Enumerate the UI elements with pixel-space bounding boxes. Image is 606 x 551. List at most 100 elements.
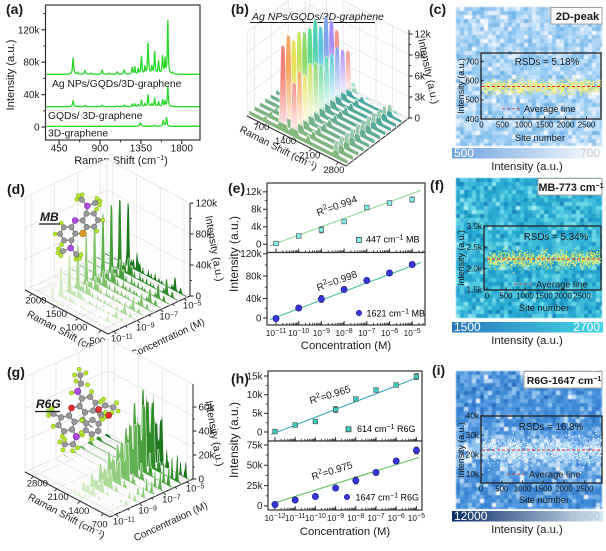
svg-text:2.0k: 2.0k bbox=[467, 264, 483, 273]
svg-text:3.0k: 3.0k bbox=[467, 222, 483, 231]
svg-text:Intensity (a.u.): Intensity (a.u.) bbox=[491, 335, 563, 347]
svg-text:Intensity (a.u.): Intensity (a.u.) bbox=[227, 402, 241, 478]
svg-text:1000: 1000 bbox=[515, 121, 533, 130]
svg-text:20k: 20k bbox=[466, 451, 480, 460]
svg-text:1.5k: 1.5k bbox=[467, 286, 483, 295]
svg-text:Intensity (a.u.): Intensity (a.u.) bbox=[491, 524, 563, 536]
svg-text:12k: 12k bbox=[246, 187, 262, 198]
svg-text:500: 500 bbox=[454, 146, 474, 160]
svg-text:400: 400 bbox=[465, 115, 479, 124]
svg-text:(d): (d) bbox=[7, 181, 25, 197]
svg-text:Ag NPs/GQDs/3D-graphene: Ag NPs/GQDs/3D-graphene bbox=[251, 11, 384, 23]
svg-text:120k: 120k bbox=[240, 249, 261, 260]
svg-text:447 cm−1 MB: 447 cm−1 MB bbox=[366, 234, 420, 244]
svg-text:1621 cm−1 MB: 1621 cm−1 MB bbox=[367, 309, 426, 319]
svg-text:120k: 120k bbox=[196, 199, 219, 210]
svg-text:2500: 2500 bbox=[578, 121, 596, 130]
svg-text:Average line: Average line bbox=[529, 470, 581, 480]
svg-text:Average line: Average line bbox=[536, 280, 588, 290]
svg-text:2500: 2500 bbox=[576, 485, 594, 494]
svg-text:1500: 1500 bbox=[535, 292, 553, 301]
svg-text:15k: 15k bbox=[247, 371, 263, 382]
svg-text:40k: 40k bbox=[246, 294, 262, 305]
svg-text:(e): (e) bbox=[228, 180, 245, 196]
svg-text:2500: 2500 bbox=[573, 292, 591, 301]
svg-text:R6G: R6G bbox=[36, 397, 61, 411]
svg-text:75k: 75k bbox=[247, 440, 263, 451]
svg-text:500: 500 bbox=[465, 96, 479, 105]
svg-text:1800: 1800 bbox=[171, 144, 194, 155]
svg-text:10k: 10k bbox=[247, 390, 263, 401]
svg-text:2000: 2000 bbox=[555, 485, 573, 494]
svg-text:Concentration (M): Concentration (M) bbox=[301, 340, 392, 352]
svg-text:R6G-1647 cm−1: R6G-1647 cm−1 bbox=[527, 375, 602, 387]
svg-text:RSDs = 5.18%: RSDs = 5.18% bbox=[515, 57, 580, 68]
svg-text:(g): (g) bbox=[7, 364, 25, 380]
svg-text:Site number: Site number bbox=[519, 303, 569, 313]
svg-text:(h): (h) bbox=[231, 371, 249, 387]
svg-text:RSDs = 16.8%: RSDs = 16.8% bbox=[519, 422, 584, 433]
svg-text:37000: 37000 bbox=[567, 509, 601, 523]
svg-text:30k: 30k bbox=[466, 431, 480, 440]
svg-text:2000: 2000 bbox=[557, 121, 575, 130]
svg-text:50k: 50k bbox=[247, 461, 263, 472]
svg-text:1647 cm−1 R6G: 1647 cm−1 R6G bbox=[356, 493, 420, 503]
svg-text:10k: 10k bbox=[466, 470, 480, 479]
svg-text:600: 600 bbox=[465, 77, 479, 86]
svg-text:Site number: Site number bbox=[515, 133, 565, 143]
svg-text:Average line: Average line bbox=[524, 104, 576, 114]
svg-text:900: 900 bbox=[92, 144, 109, 155]
svg-text:Site number: Site number bbox=[519, 495, 569, 505]
svg-text:0: 0 bbox=[479, 121, 484, 130]
svg-text:1000: 1000 bbox=[516, 292, 534, 301]
svg-text:2000: 2000 bbox=[25, 296, 46, 307]
svg-text:40k: 40k bbox=[466, 411, 480, 420]
svg-text:80k: 80k bbox=[246, 271, 262, 282]
svg-text:GQDs/ 3D-graphene: GQDs/ 3D-graphene bbox=[48, 111, 143, 122]
svg-text:614 cm−1 R6G: 614 cm−1 R6G bbox=[357, 424, 416, 434]
svg-text:(c): (c) bbox=[429, 1, 446, 17]
svg-text:(i): (i) bbox=[432, 362, 445, 378]
svg-text:MB-773 cm−1: MB-773 cm−1 bbox=[539, 182, 604, 194]
svg-text:0: 0 bbox=[479, 485, 484, 494]
svg-text:0: 0 bbox=[257, 501, 263, 512]
svg-text:500: 500 bbox=[496, 121, 510, 130]
svg-text:2800: 2800 bbox=[323, 165, 344, 176]
svg-text:450: 450 bbox=[51, 144, 68, 155]
svg-text:MB: MB bbox=[40, 210, 59, 224]
svg-text:1500: 1500 bbox=[534, 485, 552, 494]
svg-text:Intensity (a.u.): Intensity (a.u.) bbox=[491, 161, 563, 173]
svg-text:3k: 3k bbox=[415, 93, 427, 104]
svg-text:Intensity (a.u.): Intensity (a.u.) bbox=[227, 216, 241, 292]
svg-text:25k: 25k bbox=[247, 481, 263, 492]
svg-text:500: 500 bbox=[499, 292, 513, 301]
svg-text:0: 0 bbox=[256, 313, 262, 324]
svg-text:1000: 1000 bbox=[514, 485, 532, 494]
svg-text:0: 0 bbox=[485, 292, 490, 301]
svg-text:2800: 2800 bbox=[27, 478, 48, 489]
svg-text:2000: 2000 bbox=[554, 292, 572, 301]
svg-text:8k: 8k bbox=[251, 205, 261, 216]
svg-text:12000: 12000 bbox=[454, 509, 488, 523]
svg-text:0: 0 bbox=[415, 114, 421, 125]
svg-text:2700: 2700 bbox=[573, 320, 600, 334]
svg-text:700: 700 bbox=[465, 57, 479, 66]
svg-text:700: 700 bbox=[580, 146, 600, 160]
svg-text:0: 0 bbox=[34, 123, 40, 134]
svg-text:RSDs = 5.34%: RSDs = 5.34% bbox=[524, 232, 589, 243]
svg-text:1500: 1500 bbox=[454, 320, 481, 334]
svg-text:2D-peak: 2D-peak bbox=[556, 11, 600, 23]
svg-text:Intensity (a.u.): Intensity (a.u.) bbox=[456, 58, 466, 114]
svg-text:500: 500 bbox=[495, 485, 509, 494]
svg-text:4k: 4k bbox=[251, 222, 261, 233]
svg-text:5k: 5k bbox=[252, 409, 262, 420]
svg-text:Raman Shift (cm−1): Raman Shift (cm−1) bbox=[74, 155, 168, 167]
svg-text:Intensity (a.u.): Intensity (a.u.) bbox=[456, 230, 466, 286]
svg-text:80k: 80k bbox=[23, 58, 40, 69]
svg-text:(b): (b) bbox=[231, 1, 249, 17]
svg-text:40k: 40k bbox=[23, 90, 40, 101]
svg-text:120k: 120k bbox=[18, 25, 41, 36]
svg-text:Intensity (a.u.): Intensity (a.u.) bbox=[456, 422, 466, 478]
svg-text:40k: 40k bbox=[196, 261, 213, 272]
svg-text:(f): (f) bbox=[430, 177, 444, 193]
